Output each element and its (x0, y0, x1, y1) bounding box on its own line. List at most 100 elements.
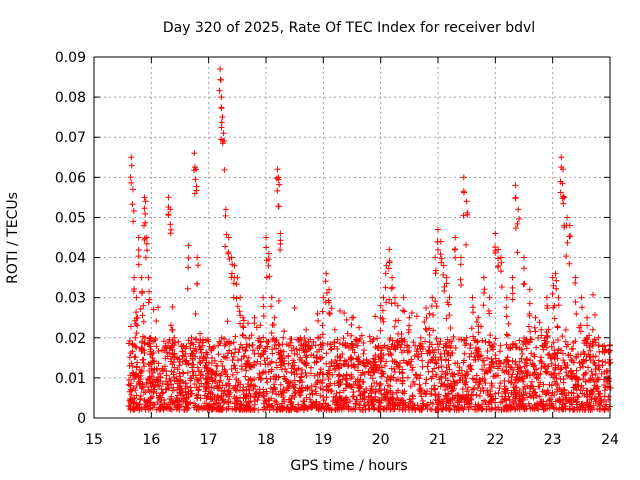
data-point (577, 322, 584, 329)
data-point (488, 382, 495, 389)
data-point (518, 403, 525, 410)
data-point (270, 386, 277, 393)
data-point (169, 399, 176, 406)
data-point (389, 274, 396, 281)
data-point (566, 260, 573, 267)
data-point (591, 311, 598, 318)
data-point (441, 283, 448, 290)
data-point (139, 356, 146, 363)
data-point (142, 406, 149, 413)
data-point (182, 385, 189, 392)
y-axis-ticks: 0 0.01 0.02 0.03 0.04 0.05 0.06 0.07 0.08 0.09 (55, 50, 610, 427)
data-point (342, 375, 349, 382)
data-point (531, 353, 538, 360)
data-point (256, 386, 263, 393)
data-point (381, 395, 388, 402)
data-point (279, 388, 286, 395)
data-point (308, 404, 315, 411)
data-point (584, 334, 591, 341)
data-point (463, 334, 470, 341)
data-point (231, 405, 238, 412)
data-point (328, 387, 335, 394)
data-point (338, 362, 345, 369)
data-point (399, 307, 406, 314)
data-point (486, 294, 493, 301)
data-point (146, 343, 153, 350)
data-point (284, 384, 291, 391)
data-point (462, 381, 469, 388)
data-point (273, 399, 280, 406)
data-point (548, 354, 555, 361)
data-point (308, 387, 315, 394)
data-point (340, 387, 347, 394)
data-point (541, 406, 548, 413)
data-point (425, 347, 432, 354)
data-point (269, 350, 276, 357)
data-point (407, 400, 414, 407)
data-point (331, 343, 338, 350)
data-point (314, 348, 321, 355)
data-point (570, 396, 577, 403)
data-point (557, 189, 564, 196)
data-point (432, 359, 439, 366)
data-point (300, 406, 307, 413)
data-point (396, 360, 403, 367)
data-point (319, 403, 326, 410)
data-point (394, 395, 401, 402)
data-point (411, 381, 418, 388)
data-point (206, 343, 213, 350)
data-point (383, 378, 390, 385)
data-point (166, 336, 173, 343)
data-point (349, 314, 355, 321)
data-point (388, 365, 395, 372)
data-point (366, 333, 373, 340)
data-point (198, 349, 205, 356)
data-point (168, 355, 175, 362)
data-point (223, 406, 230, 413)
data-point (583, 342, 590, 349)
data-point (495, 389, 502, 396)
data-point (484, 354, 491, 361)
data-point (377, 302, 384, 309)
data-point (447, 324, 454, 331)
data-point (143, 379, 150, 386)
data-point (501, 390, 508, 397)
data-point (442, 347, 449, 354)
data-point (260, 294, 267, 301)
data-point (313, 359, 320, 366)
data-point (132, 343, 139, 350)
data-point (462, 398, 469, 405)
data-point (456, 364, 463, 371)
data-point (145, 274, 152, 281)
y-tick-label: 0.02 (55, 331, 86, 347)
data-point (514, 220, 521, 227)
data-point (542, 391, 549, 398)
data-point (514, 249, 521, 256)
data-point (357, 391, 364, 398)
data-point (156, 370, 163, 377)
data-point (529, 405, 536, 412)
data-point (187, 375, 194, 382)
data-point (538, 332, 545, 339)
data-point (572, 338, 579, 345)
data-point (313, 354, 320, 361)
data-point (401, 308, 408, 315)
data-point (222, 243, 229, 250)
data-point (418, 350, 425, 357)
data-point (390, 400, 397, 407)
data-point (498, 259, 505, 266)
data-point (533, 344, 540, 351)
data-point (343, 371, 350, 378)
data-point (577, 351, 584, 358)
data-point (451, 395, 458, 402)
data-point (498, 283, 505, 290)
data-point (528, 336, 535, 343)
data-point (222, 212, 229, 219)
data-point (240, 314, 247, 321)
data-point (153, 390, 160, 397)
data-point (235, 397, 242, 404)
data-point (326, 310, 333, 317)
data-point (288, 347, 295, 354)
data-point (155, 347, 162, 354)
data-point (492, 406, 499, 413)
